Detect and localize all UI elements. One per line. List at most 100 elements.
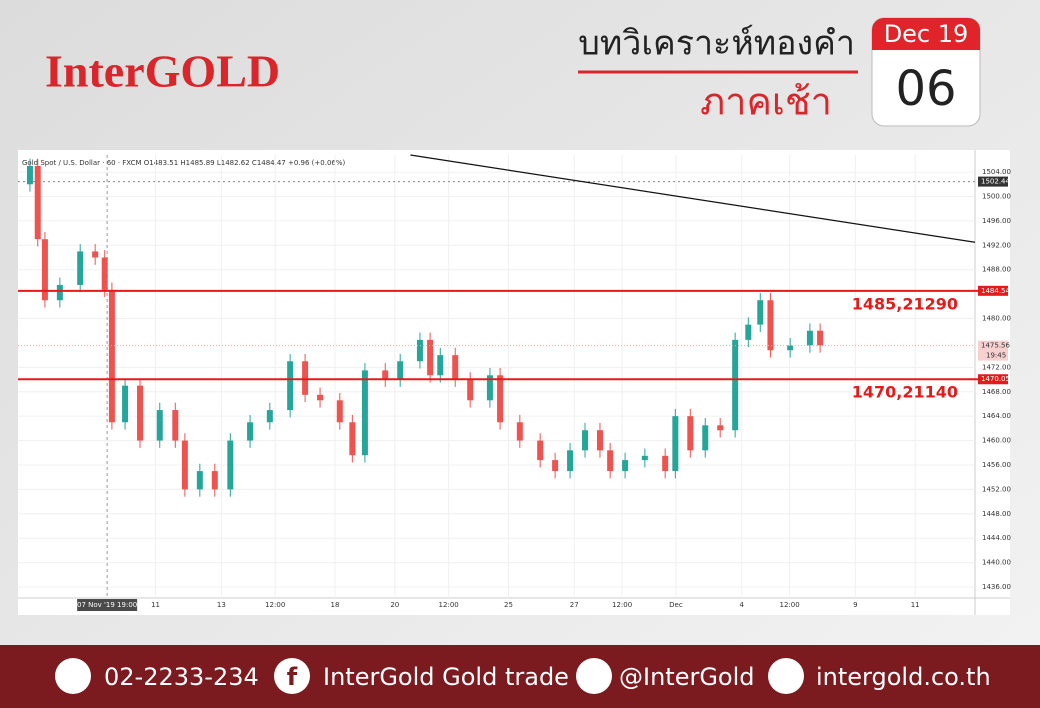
candle-body xyxy=(641,455,648,461)
candle-body xyxy=(552,460,559,472)
logo: InterGOLD xyxy=(45,46,280,97)
x-tick-label: 25 xyxy=(504,601,513,609)
candle-body xyxy=(607,450,614,472)
level-label-box xyxy=(978,374,1008,385)
facebook-icon xyxy=(274,658,310,694)
candle-body xyxy=(349,422,356,456)
y-tick-label: 1472.00 xyxy=(982,363,1011,371)
calendar: Dec 19 06 xyxy=(871,17,981,127)
y-tick-label: 1480.00 xyxy=(982,315,1011,323)
y-tick-label: 1460.00 xyxy=(982,437,1011,445)
candle-body xyxy=(567,450,574,472)
candle-body xyxy=(101,257,108,290)
candle-body xyxy=(437,355,444,376)
calendar-day: 06 xyxy=(895,61,956,117)
candle-body xyxy=(767,300,774,351)
candle-body xyxy=(416,339,423,362)
y-tick-label: 1444.00 xyxy=(982,534,1011,542)
y-tick-label: 1464.00 xyxy=(982,412,1011,420)
candle-body xyxy=(56,284,63,301)
candle-body xyxy=(787,345,794,351)
calendar-month: Dec 19 xyxy=(884,20,969,48)
candle-body xyxy=(108,289,115,423)
x-tick-label: 12:00 xyxy=(439,601,459,609)
x-tick-label: 9 xyxy=(853,601,857,609)
y-tick-label: 1496.00 xyxy=(982,217,1011,225)
candle-body xyxy=(26,165,33,185)
crosshair-label: 07 Nov '19 19:00 xyxy=(77,601,137,609)
candle-body xyxy=(34,165,41,240)
candle-body xyxy=(41,239,48,301)
footer-phone: 02-2233-234 xyxy=(104,663,259,691)
level-annotation: 1470,21140 xyxy=(852,383,958,402)
candle-body xyxy=(211,471,218,490)
candle-body xyxy=(266,410,273,423)
candle-body xyxy=(745,324,752,340)
candle-body xyxy=(196,471,203,490)
level-annotation: 1485,21290 xyxy=(852,294,958,313)
candle-body xyxy=(452,355,459,380)
candle-body xyxy=(361,370,368,456)
y-tick-label: 1468.00 xyxy=(982,388,1011,396)
candle-body xyxy=(732,339,739,431)
candle-body xyxy=(702,425,709,451)
candle-body xyxy=(382,370,389,380)
x-tick-label: 20 xyxy=(390,601,399,609)
x-tick-label: 11 xyxy=(911,601,920,609)
candle-body xyxy=(181,440,188,490)
candle-body xyxy=(817,330,824,346)
candle-body xyxy=(247,422,254,441)
title: บทวิเคราะห์ทองคำ xyxy=(578,24,855,64)
last-price-label: 1475.56 xyxy=(981,342,1010,350)
chart-panel xyxy=(18,150,1010,615)
phone-icon xyxy=(55,658,91,694)
candle-body xyxy=(302,361,309,395)
x-tick-label: 11 xyxy=(151,601,160,609)
x-tick-label: 13 xyxy=(217,601,226,609)
candle-body xyxy=(687,416,694,451)
y-tick-label: 1492.00 xyxy=(982,241,1011,249)
plot: 1436.00 1440.00 1444.00 1448.00 1452.00 1456.… xyxy=(18,150,1011,615)
y-tick-label: 1452.00 xyxy=(982,485,1011,493)
candle-body xyxy=(336,400,343,423)
y-tick-label: 1436.00 xyxy=(982,583,1011,591)
candle-body xyxy=(172,410,179,441)
level-label-box xyxy=(978,285,1008,296)
crosshair-label-box xyxy=(77,599,138,611)
chart-title: Gold Spot / U.S. Dollar · 60 · FXCM O148… xyxy=(22,159,345,167)
candle-body xyxy=(806,330,813,346)
candle-body xyxy=(497,375,504,423)
candle-body xyxy=(582,430,589,451)
calendar-top xyxy=(872,18,980,50)
candle-body xyxy=(622,460,629,472)
candle-body xyxy=(156,410,163,441)
candle-body xyxy=(317,394,324,401)
candle-body xyxy=(757,300,764,325)
footer-facebook: InterGold Gold trade xyxy=(323,663,569,691)
level-label: 1470.05 xyxy=(981,375,1010,383)
candle-body xyxy=(227,440,234,490)
candle-body xyxy=(672,416,679,472)
candle-body xyxy=(122,385,129,423)
candle-body xyxy=(596,430,603,451)
trendline xyxy=(410,154,976,243)
x-tick-label: 18 xyxy=(331,601,340,609)
subtitle: ภาคเช้า xyxy=(700,80,832,124)
candle-body xyxy=(662,455,669,472)
candle-body xyxy=(427,339,434,376)
footer-line: @InterGold xyxy=(619,663,755,691)
candle-body xyxy=(92,251,99,258)
y-tick-label: 1456.00 xyxy=(982,461,1011,469)
ref-label-box xyxy=(978,176,1008,187)
footer-band xyxy=(0,645,1040,708)
candle-body xyxy=(137,385,144,441)
candle-body xyxy=(717,425,724,431)
candle-body xyxy=(397,361,404,380)
candle-body xyxy=(467,379,474,401)
candle-body xyxy=(537,440,544,461)
x-tick-label: 12:00 xyxy=(612,601,632,609)
candle-body xyxy=(486,375,493,401)
last-price-box xyxy=(978,340,1008,361)
y-tick-label: 1448.00 xyxy=(982,510,1011,518)
x-tick-label: Dec xyxy=(669,601,683,609)
